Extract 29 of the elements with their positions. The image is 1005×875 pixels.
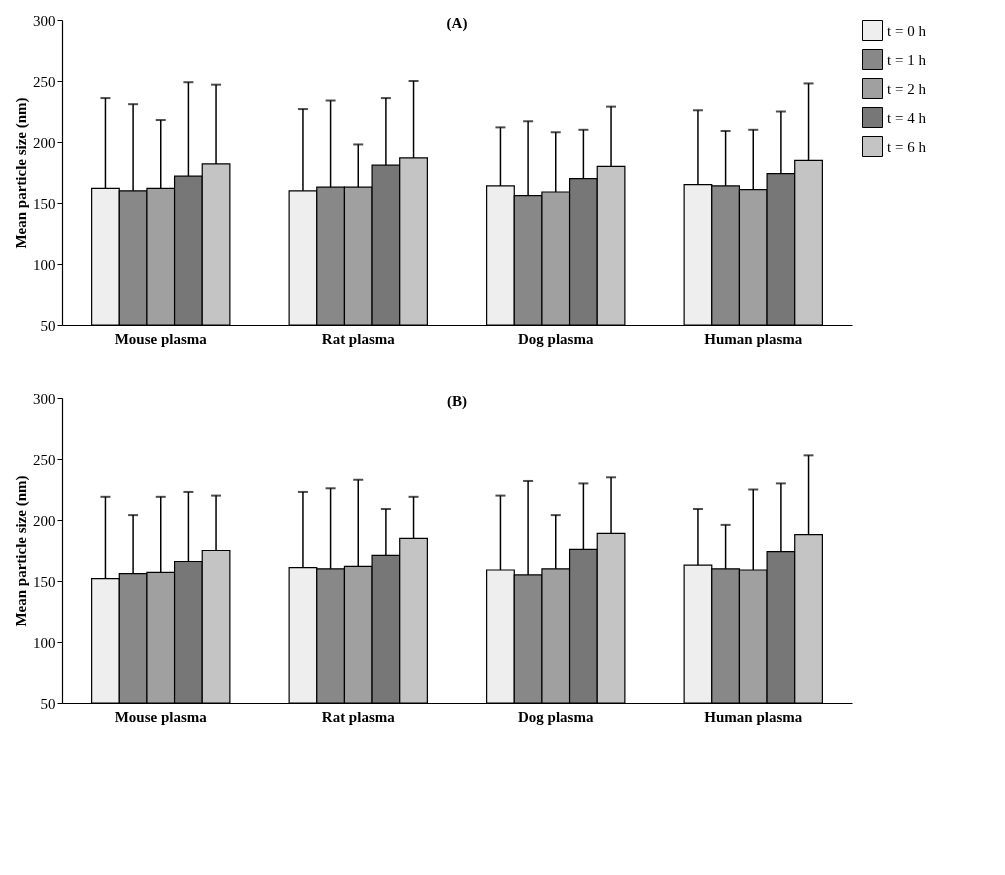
y-tick-label: 50	[40, 695, 56, 712]
y-tick-label: 300	[33, 12, 56, 29]
y-tick-label: 150	[33, 573, 56, 590]
x-tick-label: Mouse plasma	[114, 330, 208, 347]
y-tick-label: 150	[33, 195, 56, 212]
y-tick-label: 200	[33, 512, 56, 529]
y-axis-title: Mean particle size (nm)	[13, 475, 30, 627]
y-tick-label: 50	[40, 317, 56, 334]
y-tick-label: 250	[33, 73, 56, 90]
legend-label: t = 2 h	[887, 80, 927, 97]
x-tick-label: Rat plasma	[321, 708, 396, 725]
chart-title: (A)	[446, 15, 468, 32]
y-tick-label: 200	[33, 134, 56, 151]
y-tick-label: 300	[33, 390, 56, 407]
legend-label: t = 1 h	[887, 51, 927, 68]
chart-title: (B)	[447, 393, 467, 410]
legend-label: t = 4 h	[887, 109, 927, 126]
y-axis-title: Mean particle size (nm)	[13, 97, 30, 249]
y-tick-label: 100	[33, 634, 56, 651]
x-tick-label: Dog plasma	[518, 708, 594, 725]
y-tick-label: 250	[33, 451, 56, 468]
x-tick-label: Human plasma	[704, 708, 803, 725]
y-tick-label: 100	[33, 256, 56, 273]
x-tick-label: Human plasma	[704, 330, 803, 347]
x-tick-label: Dog plasma	[518, 330, 594, 347]
x-tick-label: Rat plasma	[321, 330, 396, 347]
legend-label: t = 0 h	[887, 22, 927, 39]
legend-label: t = 6 h	[887, 138, 927, 155]
x-tick-label: Mouse plasma	[114, 708, 208, 725]
